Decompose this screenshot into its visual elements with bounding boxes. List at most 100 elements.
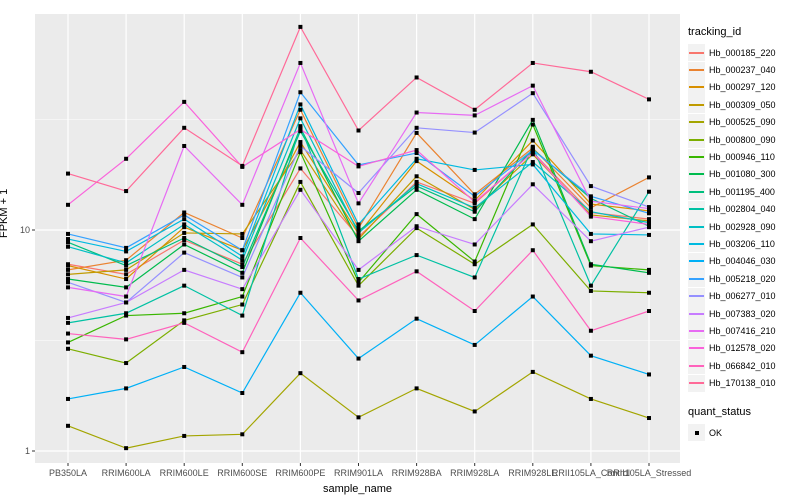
legend-entry-Hb_005218_020: Hb_005218_020 [688,270,800,288]
quant-status-legend: quant_status OK [688,406,800,441]
data-point [66,272,70,277]
legend-entry-label: Hb_006277_010 [709,291,776,302]
data-point [588,69,593,74]
legend-line-icon [689,208,704,211]
data-point [647,222,651,227]
data-point [472,167,477,172]
data-point [124,260,129,265]
data-point [414,148,419,153]
data-point [588,328,593,333]
data-point [356,277,361,282]
legend-line-icon [689,138,704,141]
data-point [472,107,477,112]
data-point [66,237,70,242]
data-point [530,144,535,149]
data-point [124,258,129,263]
legend-entries: Hb_000185_220 Hb_000237_040 Hb_000297_120 H… [688,44,800,392]
data-point [298,140,303,145]
data-point [66,285,70,290]
data-point [66,244,70,249]
data-point [298,179,303,184]
data-point [182,125,187,130]
data-point [240,265,245,270]
data-point [588,283,593,288]
legend-key-swatch [688,61,705,79]
legend-key-swatch [688,252,705,270]
data-point [356,280,361,285]
data-point [182,210,187,215]
data-point [472,409,477,414]
data-point [472,242,477,247]
data-point [240,254,245,259]
legend-entry-Hb_000800_090: Hb_000800_090 [688,131,800,149]
legend-entry-label: Hb_007416_210 [709,325,776,336]
x-tick-label-RRIM901LA: RRIM901LA [333,468,384,478]
data-point [182,283,187,288]
x-tick-label-RRII105LA_Control: RRII105LA_Control [551,468,630,478]
data-point [647,416,651,421]
data-point [240,258,245,263]
data-point [530,83,535,88]
data-point [530,117,535,122]
data-point [124,267,129,272]
legend-entry-label: Hb_007383_020 [709,308,776,319]
data-point [66,263,70,268]
legend-line-icon [689,121,704,124]
legend-entry-Hb_001080_300: Hb_001080_300 [688,165,800,183]
data-point [472,217,477,222]
data-point [647,225,651,230]
data-point [588,262,593,267]
data-point [647,206,651,211]
data-point [124,277,129,282]
legend-entry-Hb_000237_040: Hb_000237_040 [688,61,800,79]
data-point [124,361,129,366]
data-point [356,356,361,361]
data-point [414,125,419,130]
legend-key-swatch [688,287,705,305]
data-point [588,239,593,244]
data-point [182,311,187,316]
x-tick-label-RRIM600LE: RRIM600LE [159,468,209,478]
data-point [182,99,187,104]
data-point [66,340,70,345]
data-point [298,143,303,148]
data-point [124,300,129,305]
legend-key-swatch [688,322,705,340]
legend-line-icon [689,329,704,332]
data-point [414,181,419,186]
legend-entry-Hb_170138_010: Hb_170138_010 [688,374,800,392]
legend-key-swatch [688,44,705,62]
y-axis-title: FPKM + 1 [0,189,10,238]
data-point [588,396,593,401]
legend-line-icon [689,190,704,193]
legend-line-icon [689,260,704,263]
legend-entry-label: Hb_003206_110 [709,238,775,249]
legend-entry-Hb_002804_040: Hb_002804_040 [688,200,800,218]
data-point [182,238,187,243]
legend-line-icon [689,295,704,298]
legend-entry-label: Hb_000800_090 [709,134,776,145]
data-point [182,250,187,255]
legend-line-icon [689,312,704,315]
data-point [588,194,593,199]
data-point [414,316,419,321]
legend-entry-label: Hb_000237_040 [709,65,776,76]
data-point [356,222,361,227]
legend-key-swatch [688,374,705,392]
data-point [588,214,593,219]
x-tick-label-RRII105LA_Stressed: RRII105LA_Stressed [606,468,692,478]
data-point [356,234,361,239]
data-point [240,231,245,236]
legend-entry-Hb_000309_050: Hb_000309_050 [688,96,800,114]
legend-entry-label: Hb_001080_300 [709,169,776,180]
legend-key-swatch [688,113,705,131]
legend-line-icon [689,225,704,228]
data-point [298,107,303,112]
legend-entry-Hb_006277_010: Hb_006277_010 [688,287,800,305]
data-point [472,275,477,280]
data-point [588,288,593,293]
data-point [240,236,245,241]
legend-line-icon [689,156,704,159]
data-point [414,110,419,115]
